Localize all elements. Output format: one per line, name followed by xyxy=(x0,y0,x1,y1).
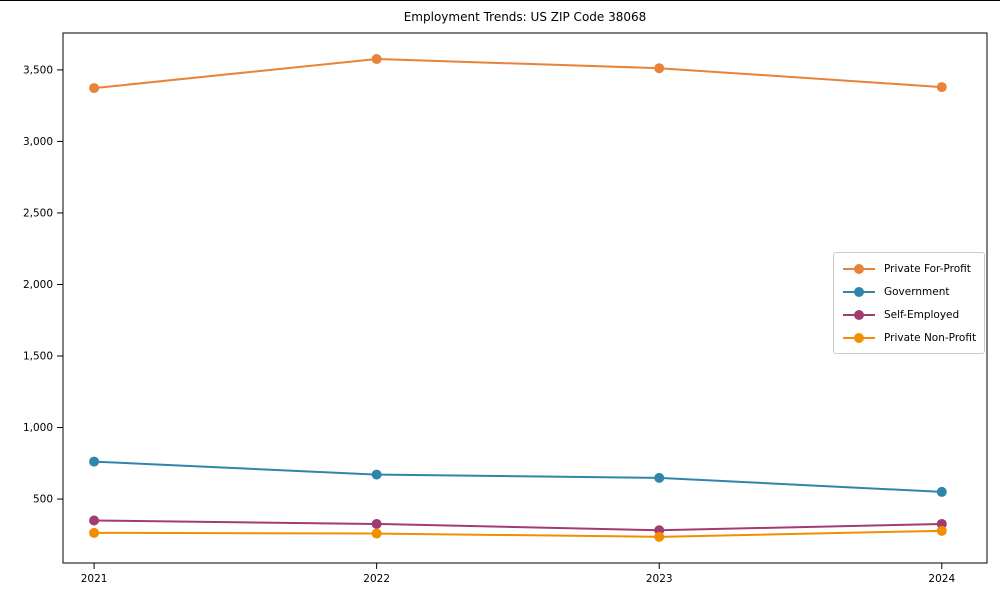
data-point-private-for-profit xyxy=(654,63,665,74)
data-point-private-for-profit xyxy=(371,54,382,65)
data-point-private-for-profit xyxy=(936,82,947,93)
data-point-self-employed xyxy=(936,518,947,529)
plot-frame xyxy=(62,32,988,564)
y-tick-label: 500 xyxy=(33,494,53,506)
y-tick-label: 2,500 xyxy=(23,207,53,219)
data-point-private-non-profit xyxy=(89,527,100,538)
x-tick-label: 2021 xyxy=(81,573,108,585)
legend: Private For-Profit Government Self-Employe… xyxy=(833,252,986,354)
legend-marker-self-employed xyxy=(843,309,875,320)
y-tick-label: 3,000 xyxy=(23,136,53,148)
legend-item-private-for-profit: Private For-Profit xyxy=(842,258,976,279)
legend-label-private-for-profit: Private For-Profit xyxy=(884,262,971,275)
y-tick-label: 3,500 xyxy=(23,64,53,76)
y-tick-label: 1,500 xyxy=(23,351,53,363)
x-tick-label: 2023 xyxy=(646,573,673,585)
series-line-private-non-profit xyxy=(94,529,942,538)
x-tick-label: 2022 xyxy=(363,573,390,585)
data-point-government xyxy=(654,472,665,483)
legend-label-self-employed: Self-Employed xyxy=(884,308,960,321)
data-point-private-non-profit xyxy=(371,528,382,539)
y-tick-label: 1,000 xyxy=(23,422,53,434)
series-line-private-for-profit xyxy=(93,58,942,90)
legend-item-private-non-profit: Private Non-Profit xyxy=(842,327,976,348)
legend-item-self-employed: Self-Employed xyxy=(842,304,976,325)
data-point-government xyxy=(936,486,947,497)
legend-item-government: Government xyxy=(842,281,976,302)
legend-marker-government xyxy=(843,286,875,297)
legend-label-private-non-profit: Private Non-Profit xyxy=(884,331,977,344)
series-line-self-employed xyxy=(94,519,942,532)
x-tick-label: 2024 xyxy=(928,573,955,585)
legend-marker-private-for-profit xyxy=(843,263,875,274)
legend-label-government: Government xyxy=(884,285,950,298)
data-point-private-non-profit xyxy=(654,531,665,542)
window-top-edge xyxy=(0,0,1000,1)
chart-title: Employment Trends: US ZIP Code 38068 xyxy=(403,10,647,24)
legend-marker-private-non-profit xyxy=(843,332,875,343)
data-point-self-employed xyxy=(371,518,382,529)
data-point-self-employed xyxy=(89,515,100,526)
data-point-government xyxy=(89,456,100,467)
data-point-private-for-profit xyxy=(89,83,100,94)
series-line-government xyxy=(94,460,942,493)
data-point-government xyxy=(371,469,382,480)
data-point-private-non-profit xyxy=(936,525,947,536)
y-tick-label: 2,000 xyxy=(23,279,53,291)
